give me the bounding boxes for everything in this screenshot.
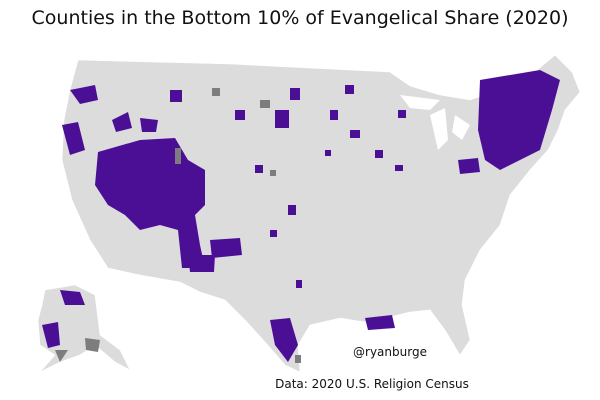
- map-title: Counties in the Bottom 10% of Evangelica…: [32, 7, 569, 29]
- author-handle: @ryanburge: [353, 345, 427, 359]
- alaska-no-data: [55, 338, 100, 362]
- highlighted-counties: [62, 70, 560, 362]
- alaska-highlight: [42, 290, 85, 348]
- source-note: Data: 2020 U.S. Religion Census: [275, 377, 469, 391]
- great-lakes: [400, 95, 470, 150]
- no-data-counties: [175, 88, 301, 363]
